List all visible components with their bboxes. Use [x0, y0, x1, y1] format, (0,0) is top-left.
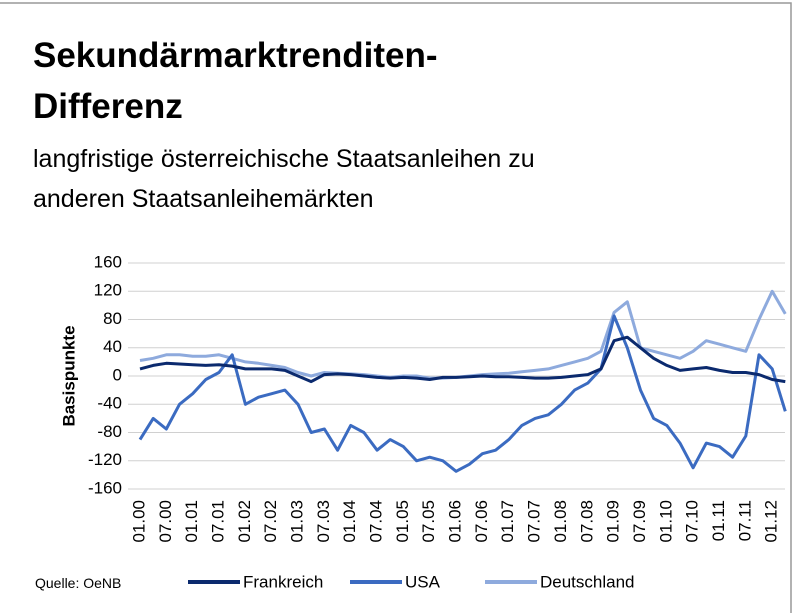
- x-tick-label: 01.02: [235, 500, 254, 543]
- x-tick-label: 01.06: [446, 500, 465, 543]
- y-tick-label: 80: [103, 309, 122, 328]
- series-line: [139, 289, 787, 380]
- x-tick-label: 07.05: [419, 500, 438, 543]
- x-tick-label: 07.00: [156, 500, 175, 543]
- x-tick-label: 07.10: [683, 500, 702, 543]
- y-tick-label: -120: [88, 450, 122, 469]
- x-tick-label: 07.02: [261, 500, 280, 543]
- x-tick-label: 01.10: [656, 500, 675, 543]
- x-tick-label: 01.09: [604, 500, 623, 543]
- x-tick-label: 01.00: [129, 500, 148, 543]
- y-tick-label: -160: [88, 478, 122, 497]
- y-tick-label: 0: [113, 365, 122, 384]
- y-tick-label: 160: [94, 252, 122, 271]
- x-tick-label: 07.06: [472, 500, 491, 543]
- x-tick-label: 01.04: [340, 500, 359, 543]
- x-tick-label: 07.09: [630, 500, 649, 543]
- x-tick-label: 07.07: [525, 500, 544, 543]
- x-tick-label: 01.03: [288, 500, 307, 543]
- series-line: [139, 335, 786, 384]
- x-tick-label: 01.05: [393, 500, 412, 543]
- subtitle-line: langfristige österreichische Staatsanlei…: [33, 145, 535, 173]
- title-line: Sekundärmarktrenditen-: [33, 36, 438, 75]
- y-tick-label: 40: [103, 337, 122, 356]
- x-tick-label: 07.08: [577, 500, 596, 543]
- x-tick-label: 01.01: [182, 500, 201, 543]
- legend-label: Deutschland: [540, 572, 635, 591]
- series-line: [138, 314, 787, 473]
- x-tick-label: 01.07: [498, 500, 517, 543]
- source: Quelle: OeNB: [35, 575, 121, 591]
- x-tick-label: 01.08: [551, 500, 570, 543]
- y-tick-label: 120: [94, 281, 122, 300]
- x-tick-label: 07.04: [367, 500, 386, 543]
- x-tick-label: 01.11: [709, 500, 728, 541]
- y-tick-label: -40: [97, 394, 122, 413]
- x-tick-label: 07.03: [314, 500, 333, 543]
- x-tick-label: 07.11: [735, 500, 754, 541]
- y-axis-label: Basispunkte: [59, 325, 78, 426]
- subtitle-line: anderen Staatsanleihemärkten: [33, 185, 374, 213]
- title-line: Differenz: [33, 87, 183, 126]
- x-tick-label: 07.01: [209, 500, 228, 543]
- y-tick-label: -80: [97, 422, 122, 441]
- legend-label: USA: [405, 572, 441, 591]
- x-tick-label: 01.12: [762, 500, 781, 543]
- legend-label: Frankreich: [243, 572, 323, 591]
